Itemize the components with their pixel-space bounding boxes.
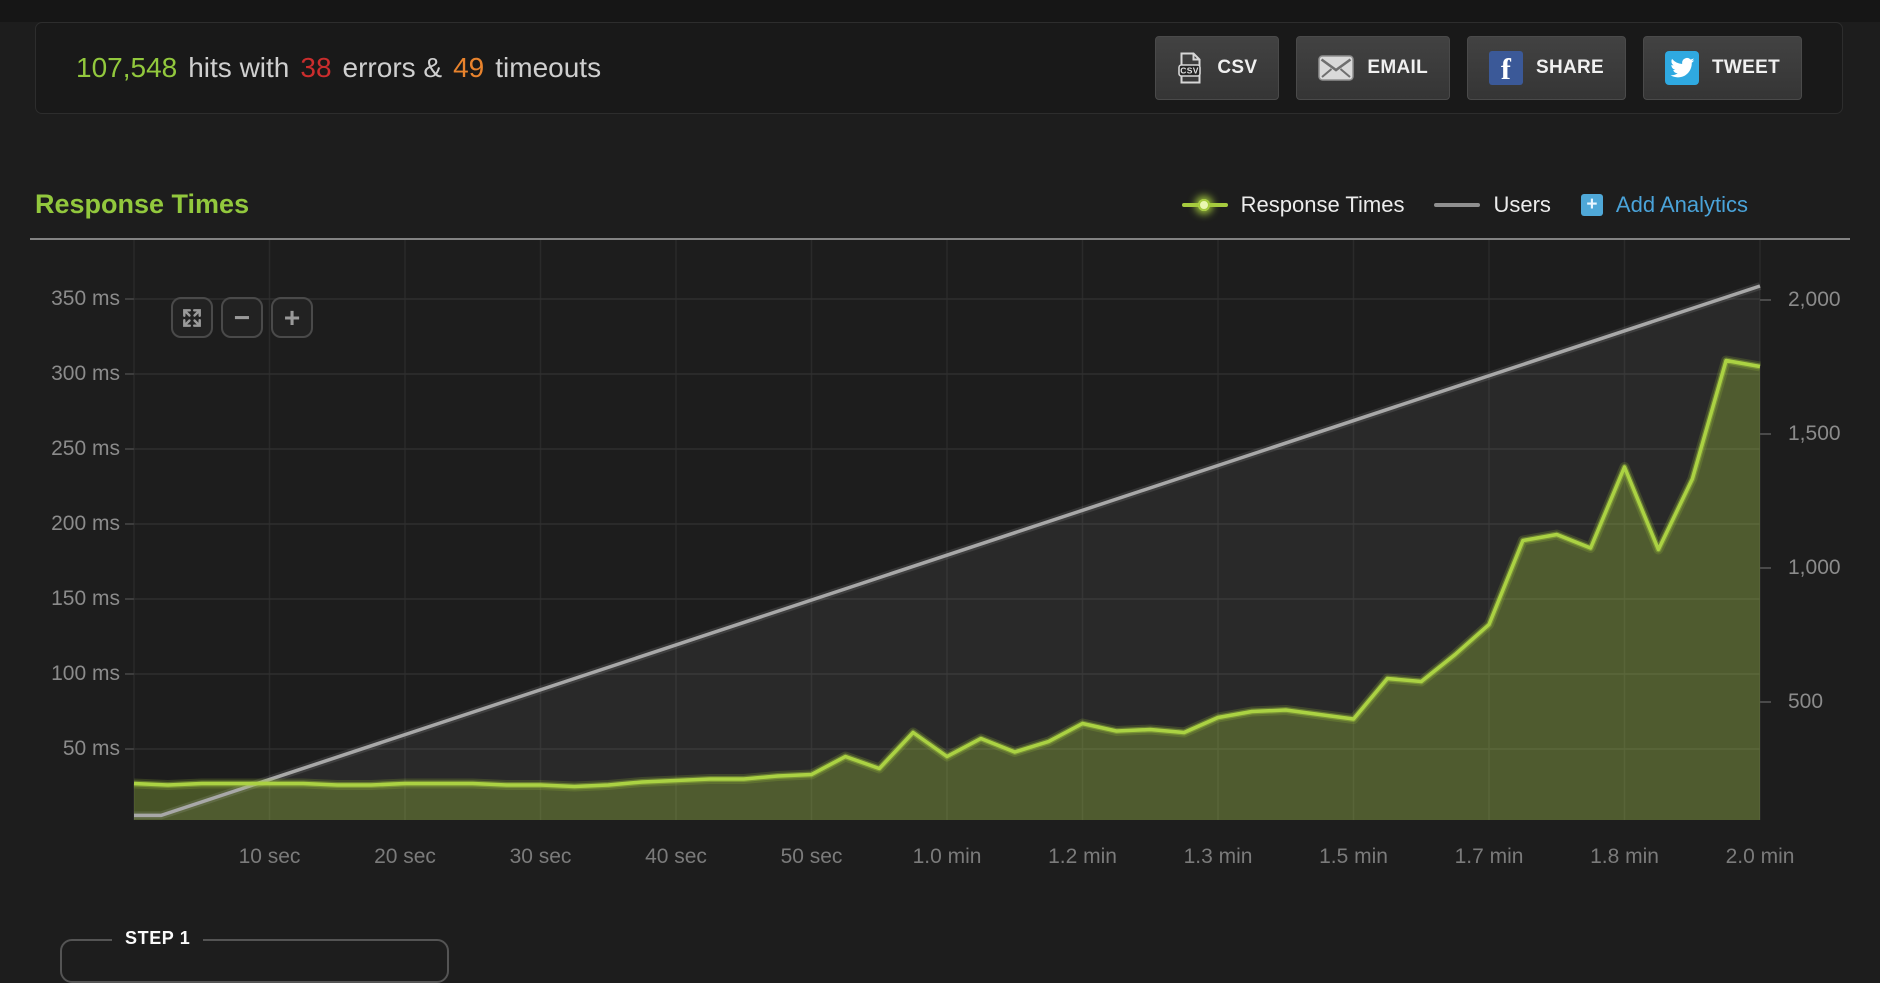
users-line [134,284,1761,818]
section-title: Response Times [35,189,250,219]
x-axis-label: 1.5 min [1319,845,1388,868]
zoom-out-button[interactable]: − [221,297,263,338]
x-axis-label: 1.7 min [1454,845,1524,868]
y-axis-left-label: 250 ms [51,437,120,460]
legend-item-users[interactable]: Users [1434,192,1551,218]
x-axis-label: 20 sec [374,845,436,868]
response-area-fill [134,360,1760,820]
y-axis-left-label: 150 ms [51,587,120,610]
response-times-line [133,358,1761,789]
x-axis-label: 30 sec [509,845,572,868]
errors-count: 38 [300,52,332,83]
x-axis-label: 1.8 min [1590,845,1659,868]
x-axis-label: 40 sec [645,845,707,868]
fullscreen-button[interactable] [171,297,213,338]
tweet-label: TWEET [1712,57,1780,78]
y-axis-right-label: 1,000 [1788,556,1841,579]
add-analytics-label: Add Analytics [1615,192,1748,217]
hits-count: 107,548 [76,52,178,83]
chart-grid [133,240,1761,820]
glow-dot-icon [1197,199,1210,211]
stats-bar: 107,548 hits with 38 errors & 49 timeouts CSV… [35,22,1843,114]
timeouts-text: timeouts [495,52,602,83]
add-plus-icon: + [1580,194,1603,216]
y-axis-left-label: 100 ms [51,662,120,685]
users-area-fill [134,286,1760,820]
y-axis-left-label: 50 ms [62,737,120,760]
y-axis-right-label: 2,000 [1788,288,1841,311]
x-axis-label: 1.2 min [1048,845,1117,868]
errors-text: errors & [342,52,443,83]
chart-legend: Response Times Users + Add Analytics [1181,192,1748,218]
hits-text: hits with [188,52,290,83]
legend-users-label: Users [1493,192,1551,217]
export-buttons: CSV CSV EMAIL f SHARE [1155,36,1802,100]
svg-text:CSV: CSV [1181,66,1199,76]
facebook-icon: f [1488,51,1523,85]
response-times-chart [125,240,1771,820]
chart-zoom-controls: − + [171,297,313,338]
x-axis-label: 1.0 min [912,845,982,868]
minus-icon: − [233,301,251,333]
share-button[interactable]: f SHARE [1466,36,1626,100]
legend-response-times-label: Response Times [1240,192,1405,217]
x-axis-label: 2.0 min [1725,845,1795,868]
twitter-bird-icon [1665,51,1699,85]
plus-icon: + [283,301,301,333]
csv-label: CSV [1217,57,1258,78]
y-axis-right-label: 1,500 [1788,422,1841,445]
x-axis-label: 50 sec [780,845,843,868]
email-button[interactable]: EMAIL [1296,36,1450,100]
expand-arrows-icon [181,307,203,329]
x-axis-label: 1.3 min [1183,845,1253,868]
email-envelope-icon [1318,55,1355,81]
y-axis-right-label: 500 [1788,690,1824,713]
share-label: SHARE [1535,57,1604,78]
timeouts-count: 49 [453,52,485,83]
response-times-marker-icon [1181,199,1228,211]
stats-summary: 107,548 hits with 38 errors & 49 timeouts [76,52,612,84]
step-1-label: STEP 1 [112,928,204,949]
y-axis-left-label: 350 ms [51,287,120,310]
zoom-in-button[interactable]: + [271,297,313,338]
add-analytics-link[interactable]: + Add Analytics [1580,192,1748,218]
csv-button[interactable]: CSV CSV [1155,36,1280,100]
legend-item-response-times[interactable]: Response Times [1181,192,1405,218]
section-divider [30,238,1850,240]
y-axis-left-label: 200 ms [51,512,120,535]
csv-file-icon: CSV [1177,52,1204,84]
email-label: EMAIL [1367,57,1428,78]
y-axis-left-label: 300 ms [51,362,120,385]
top-strip [0,0,1880,22]
x-axis-label: 10 sec [238,845,301,868]
axis-ticks [125,298,1771,750]
users-marker-icon [1434,203,1481,207]
tweet-button[interactable]: TWEET [1643,36,1802,100]
